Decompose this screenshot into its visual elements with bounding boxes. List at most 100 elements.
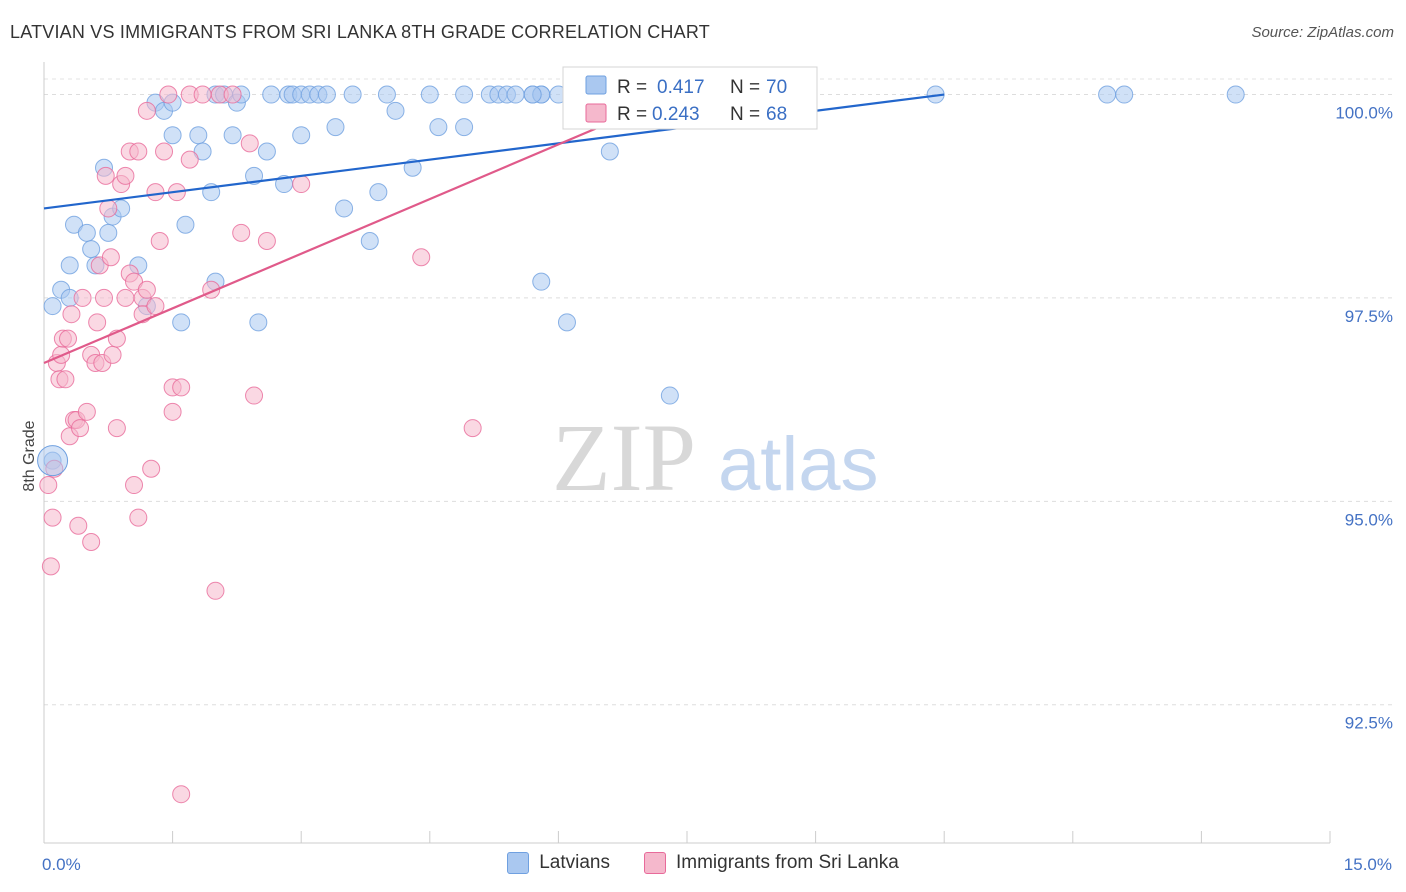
latvian-point-20 <box>172 313 191 332</box>
latvian-point-32 <box>257 142 276 161</box>
legend-swatch-srilanka <box>643 852 666 874</box>
stats-r-label-2: R = <box>617 104 647 125</box>
srilanka-point-36 <box>125 272 144 291</box>
srilanka-point-28 <box>103 345 122 364</box>
latvian-point-71 <box>1098 85 1117 104</box>
latvian-point-52 <box>455 85 474 104</box>
latvian-point-21 <box>189 126 208 145</box>
stats-n-value-1: 70 <box>766 77 787 98</box>
legend-label-latvians: Latvians <box>539 852 610 873</box>
srilanka-point-59 <box>206 581 225 600</box>
latvian-point-47 <box>377 85 396 104</box>
source-note: Source: ZipAtlas.com <box>1251 24 1394 41</box>
series-legend: Latvians Immigrants from Sri Lanka <box>0 852 1406 874</box>
stats-swatch-latvians <box>585 75 607 95</box>
latvian-point-6 <box>77 223 96 242</box>
latvian-point-45 <box>360 231 379 250</box>
srilanka-point-42 <box>137 280 156 299</box>
stats-r-value-2: 0.243 <box>652 104 700 125</box>
srilanka-point-48 <box>155 142 174 161</box>
stats-r-value-1: 0.417 <box>657 77 705 98</box>
stats-r-label-1: R = <box>617 77 647 98</box>
srilanka-point-45 <box>146 183 165 202</box>
srilanka-point-8 <box>56 370 75 389</box>
latvian-point-68 <box>660 386 679 405</box>
legend-item-srilanka[interactable]: Immigrants from Sri Lanka <box>643 852 899 874</box>
srilanka-point-44 <box>142 459 161 478</box>
y-tick-label-1: 97.5% <box>1345 307 1393 326</box>
latvian-point-64 <box>557 313 576 332</box>
stats-n-label-1: N = <box>730 77 760 98</box>
srilanka-point-14 <box>69 516 88 535</box>
srilanka-point-38 <box>129 142 148 161</box>
srilanka-point-26 <box>99 199 118 218</box>
latvian-point-7 <box>82 240 101 259</box>
srilanka-point-37 <box>125 476 144 495</box>
srilanka-point-49 <box>159 85 178 104</box>
latvian-point-50 <box>420 85 439 104</box>
srilanka-point-33 <box>116 166 135 185</box>
srilanka-point-43 <box>137 101 156 120</box>
latvian-point-73 <box>1226 85 1245 104</box>
srilanka-point-9 <box>59 329 78 348</box>
srilanka-point-32 <box>116 288 135 307</box>
latvian-point-51 <box>429 118 448 137</box>
watermark-zip: ZIP <box>552 404 696 511</box>
srilanka-point-51 <box>163 402 182 421</box>
srilanka-point-17 <box>77 402 96 421</box>
legend-item-latvians[interactable]: Latvians <box>507 852 610 874</box>
latvian-point-53 <box>455 118 474 137</box>
stats-n-value-2: 68 <box>766 104 787 125</box>
latvian-point-57 <box>506 85 525 104</box>
srilanka-point-66 <box>292 175 311 194</box>
stats-swatch-srilanka <box>585 103 607 123</box>
x-tick-label-1: 15.0% <box>1344 855 1392 874</box>
latvian-point-5 <box>65 215 84 234</box>
latvian-point-43 <box>335 199 354 218</box>
srilanka-point-68 <box>463 419 482 438</box>
srilanka-point-39 <box>129 508 148 527</box>
trend-line-srilanka <box>43 117 619 365</box>
latvian-point-17 <box>163 126 182 145</box>
y-tick-label-0: 100.0% <box>1335 104 1393 123</box>
latvian-point-49 <box>403 158 422 177</box>
stats-n-label-2: N = <box>730 104 760 125</box>
latvian-point-38 <box>292 126 311 145</box>
latvian-point-large <box>37 445 69 477</box>
latvian-point-1 <box>43 297 62 316</box>
x-tick-label-0: 0.0% <box>42 855 81 874</box>
latvian-point-31 <box>249 313 268 332</box>
latvian-point-62 <box>523 85 542 104</box>
chart-title: LATVIAN VS IMMIGRANTS FROM SRI LANKA 8TH… <box>10 22 710 42</box>
srilanka-point-63 <box>240 134 259 153</box>
srilanka-point-30 <box>107 419 126 438</box>
srilanka-point-56 <box>172 785 191 804</box>
x-tick-labels: 0.0% 15.0% <box>42 855 1392 874</box>
latvian-point-72 <box>1115 85 1134 104</box>
srilanka-point-64 <box>245 386 264 405</box>
srilanka-point-21 <box>88 313 107 332</box>
srilanka-point-24 <box>95 288 114 307</box>
srilanka-point-57 <box>193 85 212 104</box>
latvian-point-41 <box>317 85 336 104</box>
y-tick-label-3: 92.5% <box>1345 714 1393 733</box>
latvian-point-19 <box>176 215 195 234</box>
latvian-point-48 <box>386 101 405 120</box>
latvian-point-67 <box>600 142 619 161</box>
y-tick-label-2: 95.0% <box>1345 510 1393 529</box>
srilanka-point-62 <box>232 223 251 242</box>
y-axis-label: 8th Grade <box>21 420 38 491</box>
latvian-point-42 <box>326 118 345 137</box>
srilanka-point-0 <box>39 476 58 495</box>
latvian-point-33 <box>262 85 281 104</box>
srilanka-point-67 <box>412 248 431 267</box>
latvian-point-60 <box>532 272 551 291</box>
latvian-point-44 <box>343 85 362 104</box>
srilanka-point-11 <box>62 305 81 324</box>
stats-legend: R = 0.417 N = 70 R = 0.243 N = 68 <box>562 66 818 130</box>
legend-label-srilanka: Immigrants from Sri Lanka <box>675 852 899 873</box>
latvian-point-30 <box>245 166 264 185</box>
watermark: ZIP atlas <box>552 404 879 511</box>
srilanka-point-54 <box>180 150 199 169</box>
